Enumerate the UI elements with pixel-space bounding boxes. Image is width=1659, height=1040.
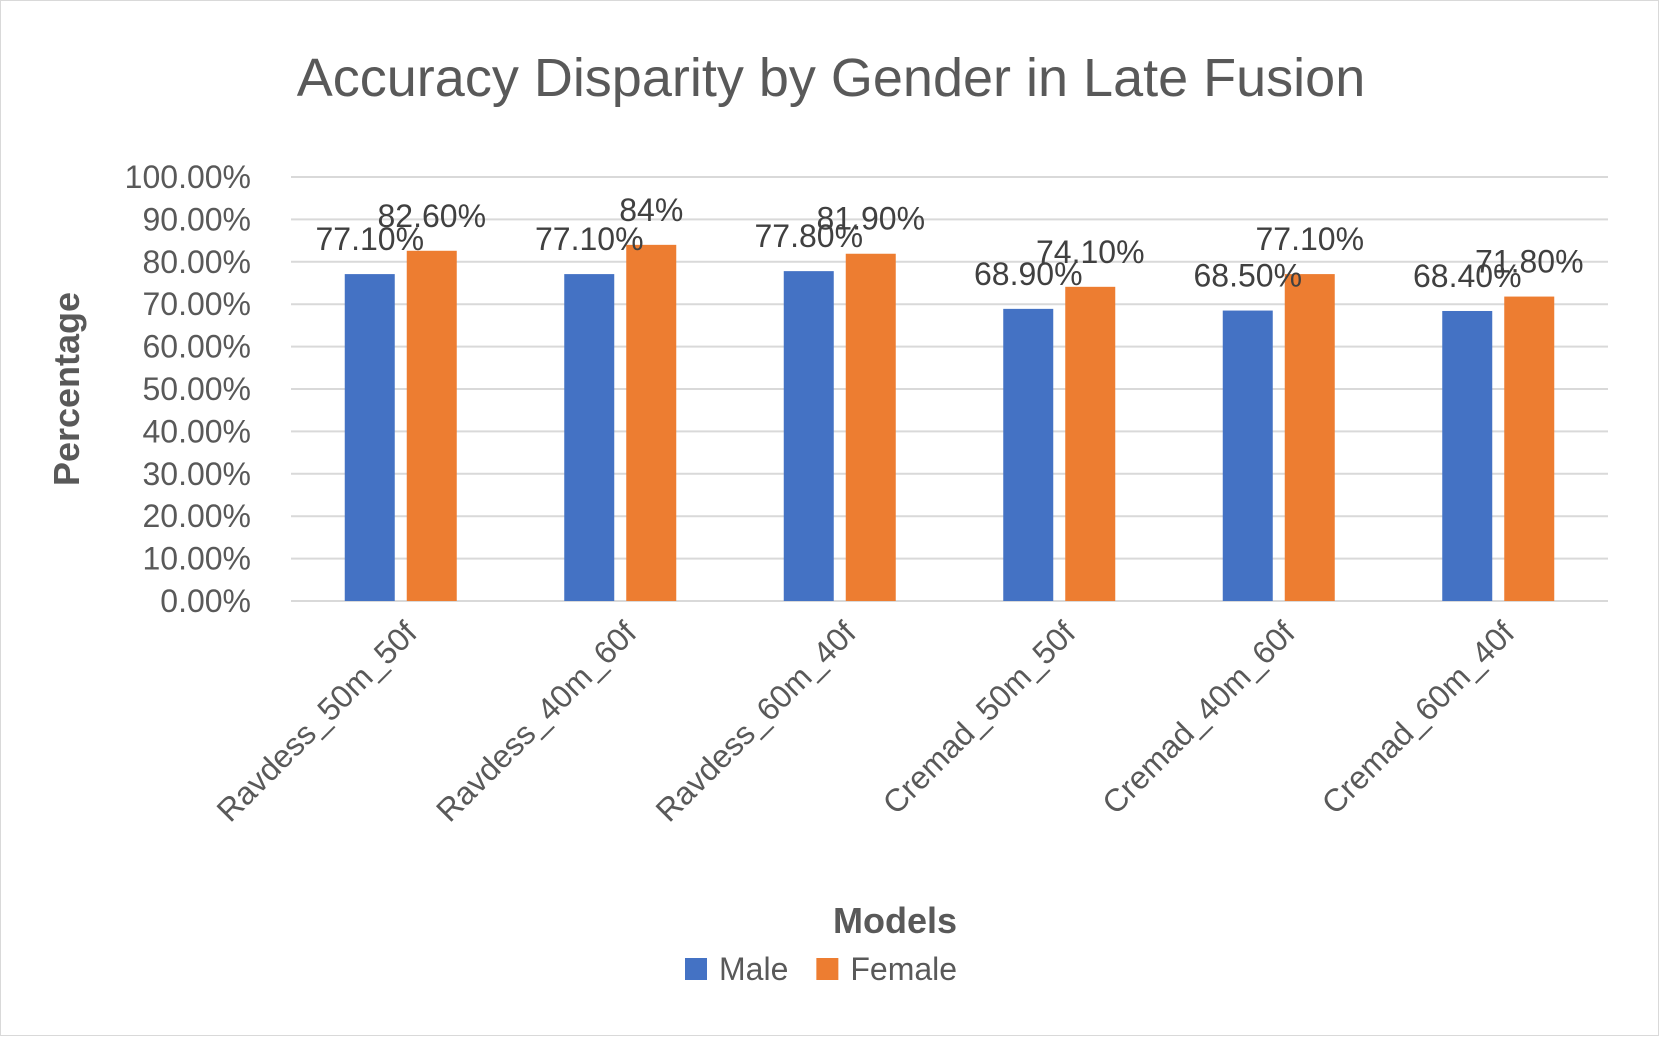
bar-female [1504,296,1555,601]
bar-male [564,274,615,601]
data-labels: 77.10%82.60%77.10%84%77.80%81.90%68.90%7… [315,192,1583,294]
y-tick-label: 70.00% [142,286,251,322]
bar-male [1003,308,1054,601]
data-label: 77.80% [754,218,863,254]
bar-male [1222,310,1273,601]
bar-female [626,244,677,601]
data-label: 68.40% [1413,258,1522,294]
data-label: 71.80% [1475,244,1584,280]
y-tick-label: 50.00% [142,371,251,407]
x-category-label: Ravdess_40m_60f [429,614,643,828]
legend-label-female: Female [850,951,957,987]
legend: Male Female [685,951,957,987]
legend-label-male: Male [719,951,788,987]
y-tick-label: 90.00% [142,201,251,237]
bar-male [1442,310,1493,601]
x-category-label: Cremad_40m_60f [1095,614,1302,821]
y-tick-label: 0.00% [160,583,251,619]
y-tick-label: 80.00% [142,244,251,280]
x-category-label: Ravdess_50m_50f [210,614,424,828]
y-tick-label: 40.00% [142,413,251,449]
bar-female [406,250,457,601]
chart-title: Accuracy Disparity by Gender in Late Fus… [297,48,1365,108]
bar-female [1284,274,1335,601]
data-label: 81.90% [816,201,925,237]
x-axis-title: Models [833,900,957,941]
y-axis-title: Percentage [46,292,87,486]
y-tick-label: 10.00% [142,541,251,577]
bar-male [783,271,834,601]
x-category-label: Cremad_50m_50f [876,614,1083,821]
y-tick-label: 100.00% [125,159,251,195]
legend-swatch-female [816,958,839,980]
x-category-label: Ravdess_60m_40f [649,614,863,828]
x-category-label: Cremad_60m_40f [1315,614,1522,821]
data-label: 68.90% [974,256,1083,292]
bar-female [845,253,896,601]
bars [344,244,1555,601]
x-axis-categories: Ravdess_50m_50f Ravdess_40m_60f Ravdess_60… [210,614,1522,828]
gridlines [291,176,1608,602]
data-label: 77.10% [315,221,424,257]
data-label: 82.60% [377,198,486,234]
y-axis-ticks: 0.00% 10.00% 20.00% 30.00% 40.00% 50.00% 60.00… [125,159,251,619]
y-tick-label: 20.00% [142,498,251,534]
data-label: 77.10% [535,221,644,257]
bar-male [344,274,395,601]
data-label: 68.50% [1193,258,1302,294]
data-label: 84% [619,192,683,228]
data-label: 74.10% [1036,234,1145,270]
y-tick-label: 30.00% [142,456,251,492]
data-label: 77.10% [1255,221,1364,257]
bar-female [1065,286,1116,601]
legend-swatch-male [685,958,707,980]
y-tick-label: 60.00% [142,329,251,365]
